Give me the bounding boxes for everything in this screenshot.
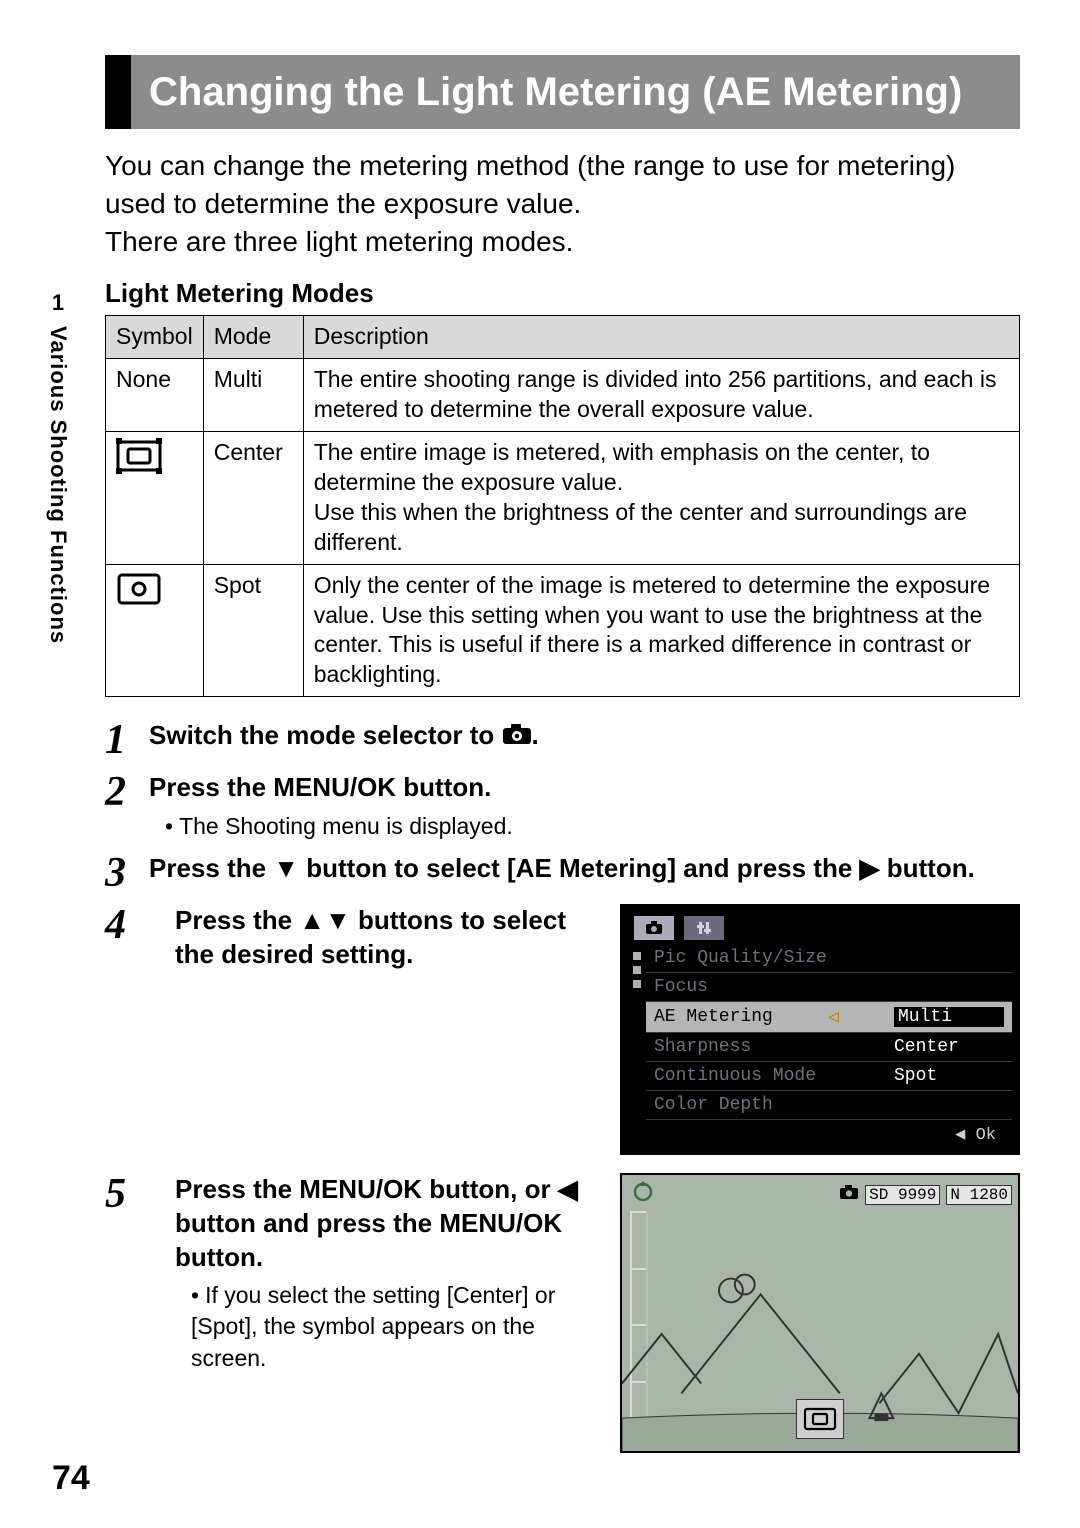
table-row: Spot Only the center of the image is met… xyxy=(106,564,1020,697)
step-title: Press the MENU/OK button, or ◀ button an… xyxy=(175,1173,594,1274)
step-title: Press the ▼ button to select [AE Meterin… xyxy=(149,852,1020,886)
symbol-cell: None xyxy=(106,359,204,432)
col-desc: Description xyxy=(303,316,1019,359)
step: 2 Press the MENU/OK button. •The Shootin… xyxy=(105,771,1020,842)
status-badge: SD 9999 xyxy=(865,1185,940,1205)
step-number: 5 xyxy=(105,1173,149,1215)
step-title: Switch the mode selector to . xyxy=(149,719,1020,754)
step-title-post: . xyxy=(532,720,539,750)
mode-cell: Multi xyxy=(203,359,303,432)
menu-tab-setup xyxy=(684,916,724,940)
chapter-number: 1 xyxy=(52,290,64,316)
menu-ok-hint: ◀ Ok xyxy=(628,1120,1012,1147)
heading-text: Changing the Light Metering (AE Metering… xyxy=(131,55,980,129)
center-metering-icon xyxy=(116,453,162,479)
step-title: Press the ▲▼ buttons to select the desir… xyxy=(175,904,594,972)
desc-cell: The entire shooting range is divided int… xyxy=(303,359,1019,432)
step: 1 Switch the mode selector to . xyxy=(105,719,1020,761)
desc-cell: The entire image is metered, with emphas… xyxy=(303,432,1019,565)
metering-indicator xyxy=(796,1399,844,1439)
menu-item: Pic Quality/Size xyxy=(646,944,1012,973)
menu-scroll-dots xyxy=(628,944,646,1120)
page-heading: Changing the Light Metering (AE Metering… xyxy=(105,55,1020,129)
symbol-cell xyxy=(106,432,204,565)
table-title: Light Metering Modes xyxy=(105,278,1020,309)
menu-item: Continuous ModeSpot xyxy=(646,1062,1012,1091)
step-sub: •If you select the setting [Center] or [… xyxy=(191,1280,594,1373)
menu-item-selected: AE Metering ◁ Multi xyxy=(646,1002,1012,1033)
step: 3 Press the ▼ button to select [AE Meter… xyxy=(105,852,1020,894)
side-tab: 1 Various Shooting Functions xyxy=(38,290,78,644)
table-row: Center The entire image is metered, with… xyxy=(106,432,1020,565)
menu-item: Focus xyxy=(646,973,1012,1002)
step-sub: •The Shooting menu is displayed. xyxy=(165,811,1020,842)
camera-mode-icon xyxy=(839,1184,859,1205)
scene-status-bar: SD 9999 N 1280 xyxy=(622,1179,1018,1210)
status-badge: N 1280 xyxy=(946,1185,1012,1205)
step-title-pre: Switch the mode selector to xyxy=(149,720,502,750)
spot-metering-icon xyxy=(116,586,162,612)
step-number: 1 xyxy=(105,719,149,761)
step-number: 4 xyxy=(105,904,149,946)
camera-icon xyxy=(502,720,532,754)
intro-paragraph: You can change the metering method (the … xyxy=(105,147,1020,260)
table-row: None Multi The entire shooting range is … xyxy=(106,359,1020,432)
preview-screenshot: SD 9999 N 1280 xyxy=(620,1173,1020,1453)
menu-list: Pic Quality/Size Focus AE Metering ◁ Mul… xyxy=(646,944,1012,1120)
step: 4 Press the ▲▼ buttons to select the des… xyxy=(105,904,1020,1155)
refresh-icon xyxy=(632,1181,654,1208)
menu-item: Color Depth xyxy=(646,1091,1012,1120)
heading-accent-bar xyxy=(105,55,131,129)
symbol-cell xyxy=(106,564,204,697)
metering-modes-table: Symbol Mode Description None Multi The e… xyxy=(105,315,1020,697)
step-number: 2 xyxy=(105,771,149,813)
col-mode: Mode xyxy=(203,316,303,359)
step-title: Press the MENU/OK button. xyxy=(149,771,1020,805)
step-number: 3 xyxy=(105,852,149,894)
menu-screenshot: Pic Quality/Size Focus AE Metering ◁ Mul… xyxy=(620,904,1020,1155)
mode-cell: Center xyxy=(203,432,303,565)
col-symbol: Symbol xyxy=(106,316,204,359)
step: 5 Press the MENU/OK button, or ◀ button … xyxy=(105,1173,1020,1453)
steps-list: 1 Switch the mode selector to . 2 xyxy=(105,719,1020,1453)
desc-cell: Only the center of the image is metered … xyxy=(303,564,1019,697)
mode-cell: Spot xyxy=(203,564,303,697)
menu-item: SharpnessCenter xyxy=(646,1033,1012,1062)
side-label: Various Shooting Functions xyxy=(45,326,71,644)
menu-tabs xyxy=(628,912,1012,944)
page-number: 74 xyxy=(52,1459,90,1498)
menu-tab-camera xyxy=(634,916,674,940)
